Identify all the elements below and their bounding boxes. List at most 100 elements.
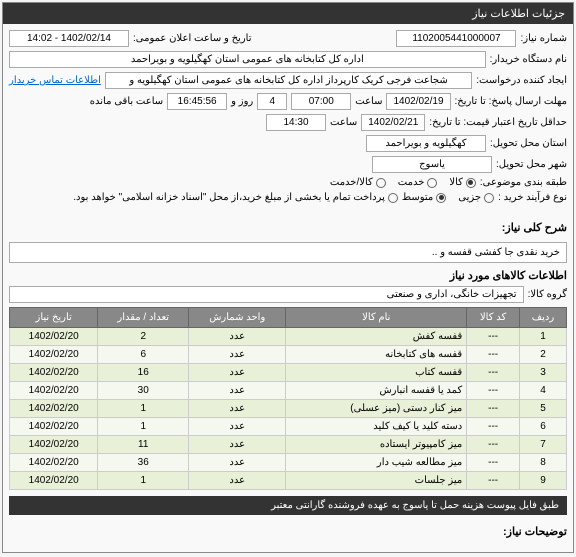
- deadline-label: مهلت ارسال پاسخ: تا تاریخ:: [455, 96, 567, 107]
- table-header: نام کالا: [286, 308, 467, 328]
- table-cell: میز مطالعه شیب دار: [286, 454, 467, 472]
- panel-body: شماره نیاز: 1102005441000007 تاریخ و ساع…: [3, 24, 573, 552]
- table-cell: ---: [467, 418, 520, 436]
- table-cell: 1: [98, 418, 189, 436]
- table-head: ردیفکد کالانام کالاواحد شمارشتعداد / مقد…: [10, 308, 567, 328]
- table-cell: 6: [98, 346, 189, 364]
- table-cell: 2: [520, 346, 567, 364]
- radio-dot-icon: [388, 193, 398, 203]
- table-cell: 1402/02/20: [10, 400, 98, 418]
- table-cell: 1402/02/20: [10, 436, 98, 454]
- announce-value: 1402/02/14 - 14:02: [9, 30, 129, 47]
- table-cell: عدد: [189, 454, 286, 472]
- radio-service[interactable]: خدمت: [398, 177, 438, 188]
- table-cell: 1402/02/20: [10, 346, 98, 364]
- buyer-label: نام دستگاه خریدار:: [490, 54, 567, 65]
- radio-dot-icon: [466, 178, 476, 188]
- table-header: تاریخ نیاز: [10, 308, 98, 328]
- table-row: 8---میز مطالعه شیب دارعدد361402/02/20: [10, 454, 567, 472]
- table-cell: ---: [467, 472, 520, 490]
- table-cell: عدد: [189, 472, 286, 490]
- table-cell: عدد: [189, 346, 286, 364]
- validity-time: 14:30: [266, 114, 326, 131]
- table-cell: 4: [520, 382, 567, 400]
- table-cell: عدد: [189, 418, 286, 436]
- days-label: روز و: [231, 96, 253, 107]
- table-header: تعداد / مقدار: [98, 308, 189, 328]
- table-cell: 11: [98, 436, 189, 454]
- note-bar: طبق فایل پیوست هزینه حمل تا یاسوج به عهد…: [9, 496, 567, 515]
- table-cell: 2: [98, 328, 189, 346]
- announce-label: تاریخ و ساعت اعلان عمومی:: [133, 33, 252, 44]
- table-cell: کمد یا قفسه انبارش: [286, 382, 467, 400]
- table-row: 3---قفسه کتابعدد161402/02/20: [10, 364, 567, 382]
- radio-small[interactable]: جزیی: [458, 192, 494, 203]
- deadline-date: 1402/02/19: [386, 93, 450, 110]
- city-label: شهر محل تحویل:: [496, 159, 567, 170]
- table-cell: عدد: [189, 328, 286, 346]
- table-cell: عدد: [189, 364, 286, 382]
- radio-medium[interactable]: متوسط: [402, 192, 446, 203]
- table-cell: 1: [98, 472, 189, 490]
- contact-link[interactable]: اطلاعات تماس خریدار: [9, 75, 101, 86]
- table-cell: قفسه کتاب: [286, 364, 467, 382]
- radio-dot-icon: [427, 178, 437, 188]
- process-radios: جزیی متوسط: [402, 192, 494, 203]
- table-row: 9---میز جلساتعدد11402/02/20: [10, 472, 567, 490]
- time-label-1: ساعت: [355, 96, 382, 107]
- table-row: 7---میز کامپیوتر ایستادهعدد111402/02/20: [10, 436, 567, 454]
- validity-label: حداقل تاریخ اعتبار قیمت: تا تاریخ:: [429, 117, 567, 128]
- table-row: 4---کمد یا قفسه انبارشعدد301402/02/20: [10, 382, 567, 400]
- province-value: کهگیلویه و بویراحمد: [366, 135, 486, 152]
- table-cell: ---: [467, 436, 520, 454]
- table-cell: 1402/02/20: [10, 382, 98, 400]
- table-cell: ---: [467, 328, 520, 346]
- table-cell: قفسه های کتابخانه: [286, 346, 467, 364]
- desc-label: شرح کلی نیاز:: [502, 221, 567, 234]
- table-cell: عدد: [189, 436, 286, 454]
- table-cell: 1: [520, 328, 567, 346]
- payment-note-check[interactable]: پرداخت تمام یا بخشی از مبلغ خرید،از محل …: [73, 192, 398, 203]
- radio-dot-icon: [376, 178, 386, 188]
- need-number-value: 1102005441000007: [396, 30, 516, 47]
- table-row: 2---قفسه های کتابخانهعدد61402/02/20: [10, 346, 567, 364]
- table-row: 5---میز کنار دستی (میز عسلی)عدد11402/02/…: [10, 400, 567, 418]
- validity-date: 1402/02/21: [361, 114, 425, 131]
- city-value: یاسوج: [372, 156, 492, 173]
- table-cell: 7: [520, 436, 567, 454]
- buyer-value: اداره کل کتابخانه های عمومی استان کهگیلو…: [9, 51, 486, 68]
- table-cell: 30: [98, 382, 189, 400]
- table-cell: 1402/02/20: [10, 454, 98, 472]
- table-row: 1---قفسه کفشعدد21402/02/20: [10, 328, 567, 346]
- table-cell: عدد: [189, 400, 286, 418]
- radio-both[interactable]: کالا/خدمت: [330, 177, 386, 188]
- deadline-time: 07:00: [291, 93, 351, 110]
- group-value: تجهیزات خانگی، اداری و صنعتی: [9, 286, 524, 303]
- table-cell: میز جلسات: [286, 472, 467, 490]
- radio-goods[interactable]: کالا: [449, 177, 476, 188]
- table-cell: میز کنار دستی (میز عسلی): [286, 400, 467, 418]
- details-panel: جزئیات اطلاعات نیاز شماره نیاز: 11020054…: [2, 2, 574, 553]
- table-cell: 16: [98, 364, 189, 382]
- table-cell: ---: [467, 346, 520, 364]
- remaining-time: 16:45:56: [167, 93, 227, 110]
- province-label: استان محل تحویل:: [490, 138, 567, 149]
- group-label: گروه کالا:: [528, 289, 567, 300]
- desc-value: خرید نقدی جا کفشی قفسه و ..: [9, 242, 567, 263]
- radio-dot-icon: [484, 193, 494, 203]
- table-cell: دسته کلید یا کیف کلید: [286, 418, 467, 436]
- goods-table: ردیفکد کالانام کالاواحد شمارشتعداد / مقد…: [9, 307, 567, 490]
- table-cell: 8: [520, 454, 567, 472]
- table-cell: قفسه کفش: [286, 328, 467, 346]
- table-cell: 1402/02/20: [10, 328, 98, 346]
- table-header: واحد شمارش: [189, 308, 286, 328]
- process-label: نوع فرآیند خرید :: [498, 192, 567, 203]
- table-cell: ---: [467, 400, 520, 418]
- process-note: پرداخت تمام یا بخشی از مبلغ خرید،از محل …: [73, 192, 385, 203]
- table-cell: 1402/02/20: [10, 418, 98, 436]
- table-cell: ---: [467, 382, 520, 400]
- table-cell: 6: [520, 418, 567, 436]
- table-body: 1---قفسه کفشعدد21402/02/202---قفسه های ک…: [10, 328, 567, 490]
- remaining-label: ساعت باقی مانده: [90, 96, 163, 107]
- creator-label: ایجاد کننده درخواست:: [476, 75, 567, 86]
